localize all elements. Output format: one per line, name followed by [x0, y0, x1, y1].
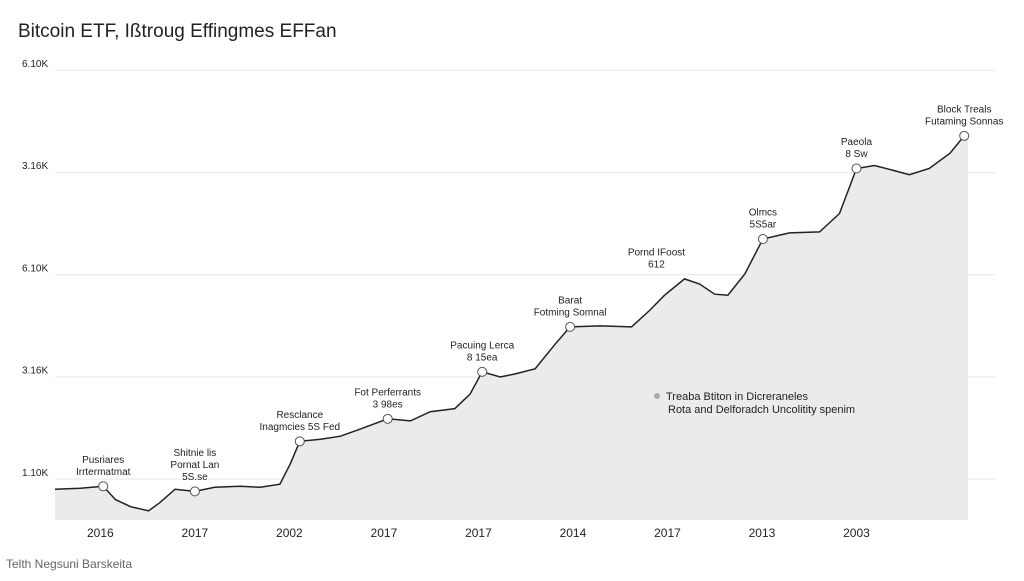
annotation-marker	[565, 321, 576, 332]
y-tick-label: 1.10K	[22, 468, 48, 479]
annotation-marker	[294, 436, 305, 447]
annotation-text: 3 98es	[373, 399, 403, 410]
annotation-text: Futaming Sonnas	[925, 116, 1003, 127]
x-tick-label: 2017	[182, 526, 209, 540]
annotation-text: Shitnie lis	[173, 448, 216, 459]
annotation-marker	[851, 163, 862, 174]
x-tick-label: 2014	[560, 526, 587, 540]
x-tick-label: 2013	[749, 526, 776, 540]
x-tick-label: 2003	[843, 526, 870, 540]
annotation-text: Olmcs	[749, 208, 777, 219]
x-tick-label: 2017	[371, 526, 398, 540]
annotation-marker	[959, 130, 970, 141]
x-tick-label: 2002	[276, 526, 303, 540]
annotation-text: Fotming Somnal	[534, 308, 607, 319]
annotation-text: Barat	[558, 296, 582, 307]
annotation-marker	[98, 481, 109, 492]
annotation-text: 5S.se	[182, 472, 208, 483]
x-tick-label: 2017	[654, 526, 681, 540]
annotation-text: Resclance	[276, 410, 323, 421]
annotation-marker	[477, 366, 488, 377]
x-tick-label: 2016	[87, 526, 114, 540]
note-text: Rota and Delforadch Uncolitity spenim	[668, 404, 855, 416]
chart-title: Bitcoin ETF, Ißtroug Effingmes EFFan	[18, 21, 337, 42]
annotation-text: Fot Perferrants	[354, 387, 421, 398]
annotation-text: Pusriares	[82, 455, 124, 466]
annotation-text: Inagmcies 5S Fed	[259, 422, 340, 433]
annotation-text: Paeola	[841, 137, 873, 148]
y-tick-label: 3.16K	[22, 161, 48, 172]
annotation-marker	[189, 486, 200, 497]
footer: Telth Negsuni Barskeita	[6, 557, 132, 571]
y-tick-label: 3.16K	[22, 366, 48, 377]
annotation-text: 5S5ar	[750, 220, 777, 231]
note-text: Treaba Btiton in Dicreraneles	[666, 391, 809, 403]
annotation-text: Block Treals	[937, 104, 991, 115]
annotation-text: 8 Sw	[845, 149, 868, 160]
annotation-marker	[382, 413, 393, 424]
area	[55, 135, 968, 521]
annotation-text: Pornat Lan	[170, 460, 219, 471]
y-tick-label: 6.10K	[22, 59, 48, 70]
annotation-text: 612	[648, 260, 665, 271]
note-dot	[654, 393, 660, 399]
x-tick-label: 2017	[465, 526, 492, 540]
y-tick-label: 6.10K	[22, 263, 48, 274]
annotation-text: Irrtermatmat	[76, 467, 131, 478]
annotation-text: 8 15ea	[467, 352, 498, 363]
annotation-text: Pacuing Lerca	[450, 340, 514, 351]
annotation-marker	[757, 234, 768, 245]
annotation-text: Pornd IFoost	[628, 248, 685, 259]
